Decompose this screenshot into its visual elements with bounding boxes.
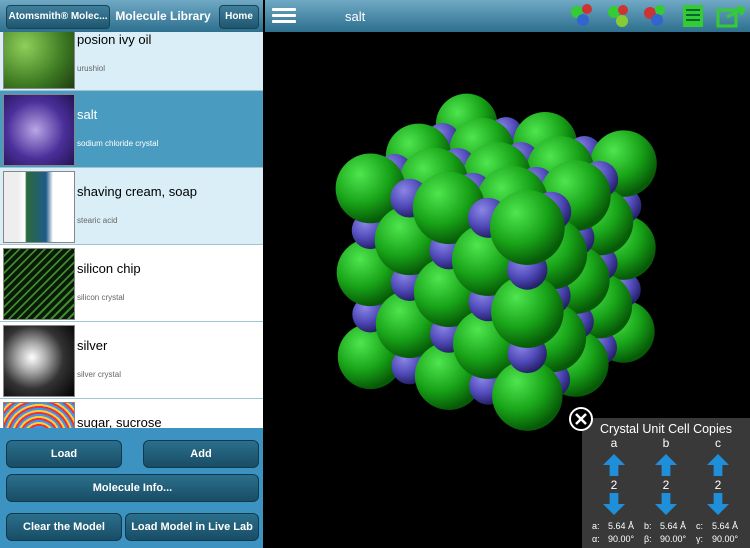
list-row-selected[interactable]: salt sodium chloride crystal <box>0 91 263 168</box>
angle-value: 90.00° <box>712 534 739 544</box>
decrease-arrow[interactable] <box>603 493 625 515</box>
list-row[interactable]: silver silver crystal <box>0 322 263 399</box>
decrease-arrow[interactable] <box>655 493 677 515</box>
list-row[interactable]: shaving cream, soap stearic acid <box>0 168 263 245</box>
molecule-name: sugar, sucrose <box>77 415 162 430</box>
molecule-name: silicon chip <box>77 261 141 276</box>
chlorine-atom <box>412 171 486 245</box>
load-button[interactable]: Load <box>6 440 122 468</box>
length-value: 5.64 Å <box>712 521 739 531</box>
length-value: 5.64 Å <box>608 521 635 531</box>
viewer-header <box>265 0 750 32</box>
copies-value: 2 <box>662 478 670 492</box>
angle-label: β: <box>644 534 652 544</box>
crystal-panel: Crystal Unit Cell Copies a 2 a: 5.64 Å α: 90.… <box>569 407 750 548</box>
back-button[interactable]: Atomsmith® Molec... <box>6 5 110 29</box>
notes-icon[interactable] <box>683 5 703 27</box>
chlorine-atom <box>491 275 564 348</box>
molecule-name: posion ivy oil <box>77 32 152 47</box>
molecule-icon[interactable] <box>571 4 592 26</box>
increase-arrow[interactable] <box>655 454 677 476</box>
molecule-name: salt <box>77 107 98 122</box>
angle-label: α: <box>592 534 600 544</box>
increase-arrow[interactable] <box>707 454 729 476</box>
header-title: Molecule Library <box>115 9 211 23</box>
molecule-subtitle: silver crystal <box>77 370 122 379</box>
chlorine-atom <box>489 190 565 265</box>
angle-label: γ: <box>696 534 704 544</box>
list-row[interactable]: silicon chip silicon crystal <box>0 245 263 322</box>
molecule-name: shaving cream, soap <box>77 184 197 199</box>
thumbnail <box>3 325 75 397</box>
chlorine-atom <box>492 360 563 431</box>
axis-label: a <box>610 436 618 450</box>
chlorine-atom <box>335 153 406 224</box>
molecule-subtitle: sodium chloride crystal <box>77 139 159 148</box>
axis-label: b <box>662 436 670 450</box>
molecule-subtitle: stearic acid <box>77 216 118 225</box>
clear-button[interactable]: Clear the Model <box>6 513 122 541</box>
thumbnail <box>3 248 75 320</box>
action-panel: Load Add Molecule Info... Clear the Mode… <box>0 428 263 548</box>
settings-icon[interactable] <box>608 5 628 27</box>
angle-value: 90.00° <box>660 534 687 544</box>
home-button[interactable]: Home <box>219 5 259 29</box>
copies-value: 2 <box>714 478 722 492</box>
panel-title: Crystal Unit Cell Copies <box>600 422 732 436</box>
live-lab-button[interactable]: Load Model in Live Lab <box>125 513 259 541</box>
toolbar-icons <box>272 4 747 28</box>
library-panel: posion ivy oil urushiol salt sodium chlo… <box>0 0 263 548</box>
viewer-title: salt <box>345 9 366 24</box>
molecule-view[interactable] <box>265 32 750 548</box>
length-value: 5.64 Å <box>660 521 687 531</box>
menu-icon[interactable] <box>272 8 296 23</box>
thumbnail <box>3 94 75 166</box>
share-icon[interactable] <box>716 5 747 28</box>
molecule-name: silver <box>77 338 108 353</box>
molecule-list: posion ivy oil urushiol salt sodium chlo… <box>0 14 263 476</box>
molecule-subtitle: urushiol <box>77 64 106 73</box>
length-label: a: <box>592 521 600 531</box>
length-label: b: <box>644 521 652 531</box>
add-button[interactable]: Add <box>143 440 259 468</box>
library-header: Atomsmith® Molec... Molecule Library Hom… <box>0 0 263 32</box>
atoms-icon[interactable] <box>644 5 665 26</box>
axis-label: c <box>715 436 721 450</box>
molecule-subtitle: silicon crystal <box>77 293 125 302</box>
increase-arrow[interactable] <box>603 454 625 476</box>
copies-value: 2 <box>610 478 618 492</box>
thumbnail <box>3 171 75 243</box>
length-label: c: <box>696 521 704 531</box>
decrease-arrow[interactable] <box>707 493 729 515</box>
close-button[interactable] <box>568 406 594 432</box>
info-button[interactable]: Molecule Info... <box>6 474 259 502</box>
angle-value: 90.00° <box>608 534 635 544</box>
